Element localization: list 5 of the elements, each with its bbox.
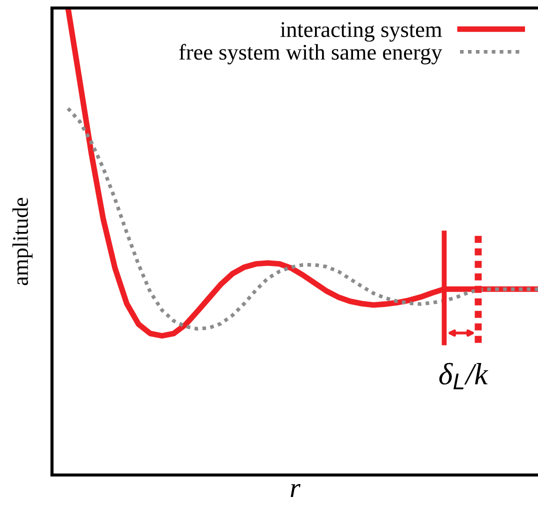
annotation: δ$_{L}$/k <box>439 362 488 390</box>
legend-label: interacting system <box>280 22 442 42</box>
x-axis-title: r <box>290 484 300 498</box>
legend-label: free system with same energy <box>179 44 442 64</box>
y-axis-title: amplitude <box>12 198 33 286</box>
